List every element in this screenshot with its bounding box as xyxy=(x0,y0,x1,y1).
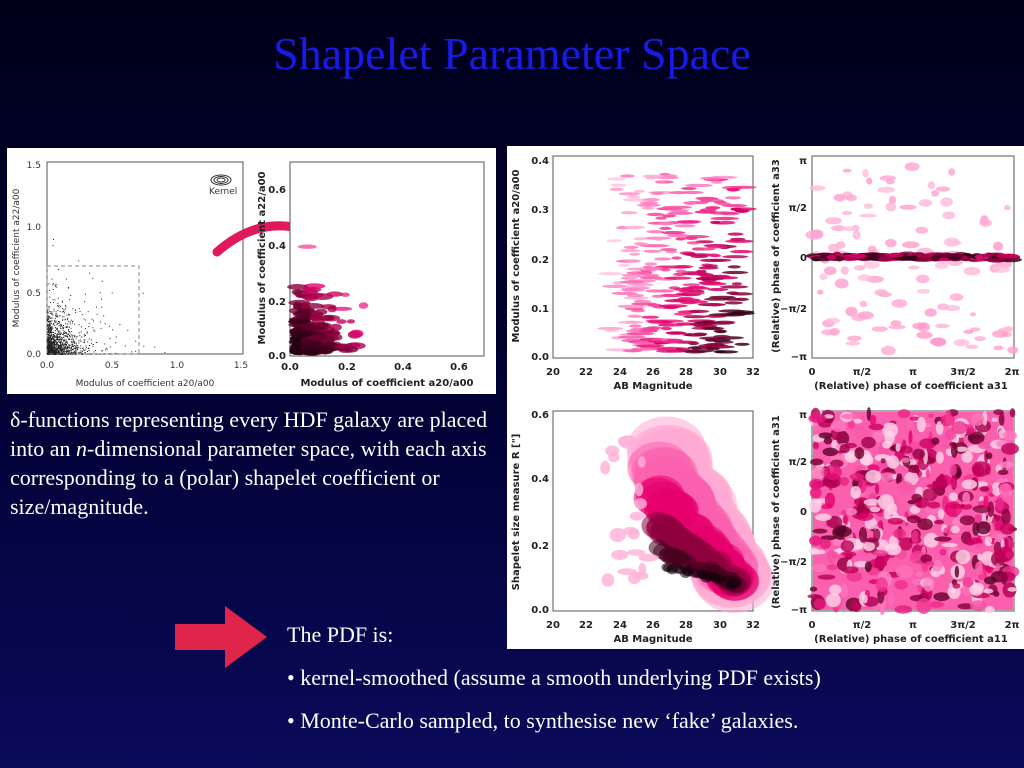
p1-ytick: 0.3 xyxy=(531,205,549,216)
body-text-part1: -functions representing every HDF galaxy… xyxy=(10,407,488,461)
p2-ytick: −π xyxy=(791,352,807,363)
p3-ytick: 0.0 xyxy=(531,605,549,616)
density-ytick: 0.6 xyxy=(268,185,286,196)
p3-xlabel: AB Magnitude xyxy=(613,634,692,645)
p2-xtick: π/2 xyxy=(853,367,872,378)
scatter-ylabel: Modulus of coefficient a22/a00 xyxy=(12,188,22,327)
panel-phase-a31-a33: −π −π/2 0 π/2 π 0 π/2 π 3π/2 2π (Relativ… xyxy=(771,155,1022,392)
density-ytick: 0.4 xyxy=(268,241,286,252)
p3-ylabel: Shapelet size measure R ["] xyxy=(511,434,522,591)
kernel-glyph xyxy=(210,174,232,186)
p1-xlabel: AB Magnitude xyxy=(613,381,692,392)
p2-ytick: π/2 xyxy=(788,203,807,214)
slide-title: Shapelet Parameter Space xyxy=(273,28,751,79)
p3-xtick: 24 xyxy=(613,620,627,631)
scatter-xlabel: Modulus of coefficient a20/a00 xyxy=(76,379,215,389)
density-plot: 0.0 0.2 0.4 0.6 0.0 0.2 0.4 0.6 Modulus … xyxy=(257,161,485,389)
scatter-ytick: 0.5 xyxy=(27,289,41,299)
body-text-italic-n: n xyxy=(76,436,87,461)
p4-ytick: π/2 xyxy=(788,457,807,468)
p1-ytick: 0.2 xyxy=(531,255,549,266)
p4-ylabel: (Relative) phase of coefficient a31 xyxy=(771,415,782,609)
p4-ytick: −π xyxy=(791,605,807,616)
p2-ytick: π xyxy=(799,156,807,167)
scatter-xtick: 0.5 xyxy=(105,361,119,371)
body-text-part2: -dimensional parameter space, with each … xyxy=(10,436,487,519)
p3-xtick: 22 xyxy=(579,620,593,631)
p3-xtick: 28 xyxy=(679,620,693,631)
p4-xtick: π/2 xyxy=(853,620,872,631)
p3-xtick: 26 xyxy=(646,620,660,631)
p1-xtick: 32 xyxy=(746,367,760,378)
p4-xtick: π xyxy=(909,620,917,631)
p1-xtick: 20 xyxy=(546,367,560,378)
panel-magnitude-modulus: 0.0 0.1 0.2 0.3 0.4 20 22 24 26 28 30 32… xyxy=(511,155,760,392)
scatter-points xyxy=(47,239,166,355)
density-xtick: 0.2 xyxy=(338,362,356,373)
p2-ytick: −π/2 xyxy=(780,304,807,315)
p3-ytick: 0.2 xyxy=(531,541,549,552)
scatter-xtick: 0.0 xyxy=(40,361,55,371)
density-contours xyxy=(600,416,775,613)
density-xtick: 0.6 xyxy=(450,362,468,373)
p2-xtick: π xyxy=(909,367,917,378)
p4-ytick: 0 xyxy=(800,507,807,518)
p4-xtick: 0 xyxy=(809,620,816,631)
p1-ytick: 0.4 xyxy=(531,156,549,167)
p2-xtick: 0 xyxy=(809,367,816,378)
p2-ytick: 0 xyxy=(800,253,807,264)
panel-magnitude-size: 0.0 0.2 0.4 0.6 20 22 24 26 28 30 32 AB … xyxy=(511,410,775,645)
bullet-item: • Monte-Carlo sampled, to synthesise new… xyxy=(287,708,799,733)
p2-ylabel: (Relative) phase of coefficient a33 xyxy=(771,159,782,353)
p1-xtick: 26 xyxy=(646,367,660,378)
p1-ytick: 0.0 xyxy=(531,352,549,363)
density-streaks xyxy=(597,172,757,354)
p3-ytick: 0.6 xyxy=(531,410,549,421)
right-figure: 0.0 0.1 0.2 0.3 0.4 20 22 24 26 28 30 32… xyxy=(507,146,1024,649)
density-xtick: 0.4 xyxy=(394,362,412,373)
scatter-ytick: 0.0 xyxy=(27,350,42,360)
density-xlabel: Modulus of coefficient a20/a00 xyxy=(300,378,473,389)
pdf-heading: The PDF is: xyxy=(287,622,394,647)
left-figure: Kernel 0.0 0.5 1.0 1.5 0.0 0.5 1.0 1.5 M… xyxy=(7,148,496,394)
delta-symbol: δ xyxy=(10,407,21,432)
p4-ytick: π xyxy=(799,410,807,421)
p4-xtick: 3π/2 xyxy=(950,620,976,631)
p1-xtick: 28 xyxy=(679,367,693,378)
p1-xtick: 22 xyxy=(579,367,593,378)
density-band xyxy=(805,162,1022,356)
density-noise xyxy=(807,407,1020,616)
scatter-plot: Kernel 0.0 0.5 1.0 1.5 0.0 0.5 1.0 1.5 M… xyxy=(12,161,248,389)
zoom-box xyxy=(46,265,140,355)
density-xtick: 0.0 xyxy=(281,362,299,373)
panel-phase-a11-a31: −π −π/2 0 π/2 π 0 π/2 π 3π/2 2π (Relativ… xyxy=(771,407,1020,645)
p3-xtick: 32 xyxy=(746,620,760,631)
scatter-ytick: 1.5 xyxy=(27,161,41,171)
density-ylabel: Modulus of coefficient a22/a00 xyxy=(257,171,268,344)
density-ytick: 0.0 xyxy=(268,351,286,362)
p4-ytick: −π/2 xyxy=(780,557,807,568)
p3-ytick: 0.4 xyxy=(531,474,549,485)
density-ytick: 0.2 xyxy=(268,297,286,308)
p2-xlabel: (Relative) phase of coefficient a31 xyxy=(814,381,1008,392)
right-arrow-icon xyxy=(175,606,267,668)
bullet-item: • kernel-smoothed (assume a smooth under… xyxy=(287,665,821,690)
p3-xtick: 30 xyxy=(713,620,727,631)
p1-xtick: 24 xyxy=(613,367,627,378)
pdf-block: The PDF is: • kernel-smoothed (assume a … xyxy=(287,620,1017,749)
scatter-ytick: 1.0 xyxy=(27,223,42,233)
scatter-xtick: 1.0 xyxy=(170,361,185,371)
p2-xtick: 2π xyxy=(1005,367,1020,378)
p4-xlabel: (Relative) phase of coefficient a11 xyxy=(814,634,1008,645)
scatter-xtick: 1.5 xyxy=(234,361,248,371)
p1-ytick: 0.1 xyxy=(531,304,549,315)
p1-xtick: 30 xyxy=(713,367,727,378)
kernel-label: Kernel xyxy=(209,187,237,197)
p2-xtick: 3π/2 xyxy=(950,367,976,378)
density-blobs xyxy=(287,244,369,356)
p4-xtick: 2π xyxy=(1005,620,1020,631)
body-text: δ-functions representing every HDF galax… xyxy=(10,405,500,521)
p1-ylabel: Modulus of coefficient a20/a00 xyxy=(511,169,522,342)
p3-xtick: 20 xyxy=(546,620,560,631)
